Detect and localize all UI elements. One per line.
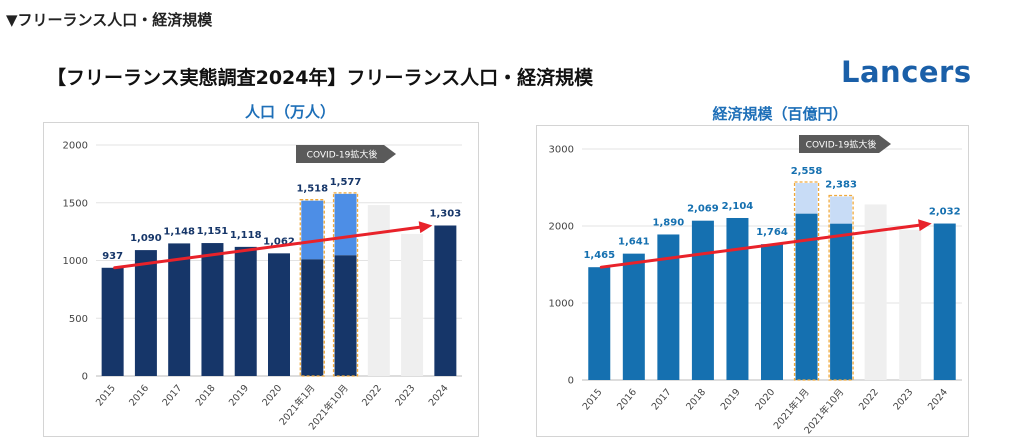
page-title: 【フリーランス実態調査2024年】フリーランス人口・経済規模: [47, 67, 594, 89]
population-xtick-label: 2024: [427, 383, 451, 409]
population-ytick-label: 1500: [63, 198, 88, 209]
population-data-label: 1,090: [130, 233, 162, 244]
economy-xtick-label: 2023: [892, 387, 916, 413]
population-chart-panel: 0 500 1000 1500 2000 937 2015 1,090 2016 1,148 201…: [43, 122, 479, 437]
economy-bar: [933, 223, 956, 380]
population-data-label: 1,518: [296, 184, 328, 195]
economy-xtick-label: 2020: [753, 387, 777, 413]
population-bar: [201, 243, 224, 376]
economy-xtick-label: 2022: [857, 387, 881, 413]
economy-data-label: 2,104: [722, 201, 754, 212]
economy-bar-ghost: [864, 204, 887, 380]
economy-annotation-arrow: [799, 135, 891, 153]
economy-bar: [588, 267, 611, 380]
population-bar: [101, 267, 124, 376]
population-annotation-text: COVID-19拡大後: [307, 149, 378, 161]
population-ytick-label: 0: [82, 372, 88, 383]
economy-data-label: 1,890: [653, 217, 685, 228]
population-data-label: 1,118: [230, 230, 262, 241]
economy-chart-title: 経済規模（百億円）: [712, 105, 848, 123]
economy-data-label: 2,383: [825, 180, 857, 191]
lancers-logo: Lancers: [841, 55, 972, 89]
population-xtick-label: 2015: [94, 383, 118, 409]
population-ytick-label: 500: [69, 314, 88, 325]
population-bar: [268, 253, 290, 376]
economy-bar: [726, 217, 749, 380]
population-xtick-label: 2020: [260, 383, 284, 409]
population-bar: [434, 225, 457, 376]
economy-ytick-label: 1000: [549, 299, 574, 310]
economy-ytick-label: 2000: [549, 222, 574, 233]
economy-ytick-label: 0: [568, 376, 574, 387]
economy-xtick-label: 2019: [719, 387, 743, 413]
population-trend-arrowhead: [418, 221, 433, 234]
population-bar: [168, 243, 191, 376]
population-xtick-label: 2018: [194, 383, 218, 409]
economy-bar: [622, 253, 645, 380]
economy-bar: [830, 223, 853, 380]
economy-ytick-label: 3000: [549, 145, 574, 156]
economy-chart: 0 1000 2000 3000 1,465 2015 1,641 2016 1,890 2017…: [549, 135, 962, 436]
economy-bar: [761, 244, 783, 380]
economy-xtick-label: 2024: [926, 387, 950, 413]
population-xtick-label: 2017: [161, 383, 185, 409]
economy-xtick-label: 2018: [684, 387, 708, 413]
population-bar: [234, 246, 257, 376]
economy-data-label: 1,641: [618, 237, 650, 248]
economy-bar-highlight: [795, 183, 818, 214]
population-data-label: 1,148: [163, 226, 195, 237]
economy-bar-highlight-outline: [828, 194, 854, 381]
economy-data-label: 2,032: [929, 207, 961, 218]
economy-xtick-label: 2015: [581, 387, 605, 413]
population-xtick-label: 2022: [360, 383, 384, 409]
economy-annotation-text: COVID-19拡大後: [806, 139, 877, 151]
section-heading: ▼フリーランス人口・経済規模: [6, 11, 213, 29]
economy-bar: [795, 213, 818, 380]
population-data-label: 1,303: [430, 209, 462, 220]
economy-xtick-label: 2017: [650, 387, 674, 413]
population-trend-line: [113, 225, 421, 270]
economy-data-label: 2,069: [687, 204, 719, 215]
population-ytick-label: 1000: [63, 256, 88, 267]
economy-trend-line: [599, 223, 921, 269]
economy-trend-arrowhead: [918, 219, 932, 232]
population-xtick-label: 2019: [227, 383, 251, 409]
economy-xtick-label: 2016: [615, 387, 639, 413]
population-data-label: 937: [102, 251, 123, 262]
economy-bar-highlight-outline: [793, 181, 820, 381]
population-xtick-label: 2023: [393, 383, 417, 409]
population-chart-title: 人口（万人）: [244, 103, 335, 121]
economy-data-label: 2,558: [791, 166, 823, 177]
population-bar: [134, 250, 157, 376]
economy-bar: [691, 220, 714, 380]
economy-bar-ghost: [899, 229, 922, 380]
population-bar-highlight-outline: [299, 199, 325, 377]
population-bar: [301, 259, 324, 376]
population-bar-highlight: [301, 200, 324, 260]
population-chart: 0 500 1000 1500 2000 937 2015 1,090 2016 1,148 201…: [63, 141, 462, 432]
economy-data-label: 1,465: [583, 250, 615, 261]
economy-bar: [657, 234, 680, 380]
population-bar-highlight: [334, 193, 357, 256]
population-bar-highlight-outline: [332, 192, 359, 377]
population-bar-ghost: [367, 205, 390, 376]
population-data-label: 1,062: [263, 236, 295, 247]
population-ytick-label: 2000: [63, 141, 88, 152]
population-annotation-arrow: [296, 145, 396, 163]
population-data-label: 1,577: [330, 177, 362, 188]
economy-data-label: 1,764: [756, 227, 788, 238]
economy-bar-highlight: [830, 196, 853, 224]
population-xtick-label: 2016: [127, 383, 151, 409]
population-bar-ghost: [401, 233, 424, 376]
economy-chart-panel: 0 1000 2000 3000 1,465 2015 1,641 2016 1,890 2017…: [536, 125, 969, 437]
population-bar: [334, 255, 357, 376]
population-data-label: 1,151: [197, 226, 229, 237]
